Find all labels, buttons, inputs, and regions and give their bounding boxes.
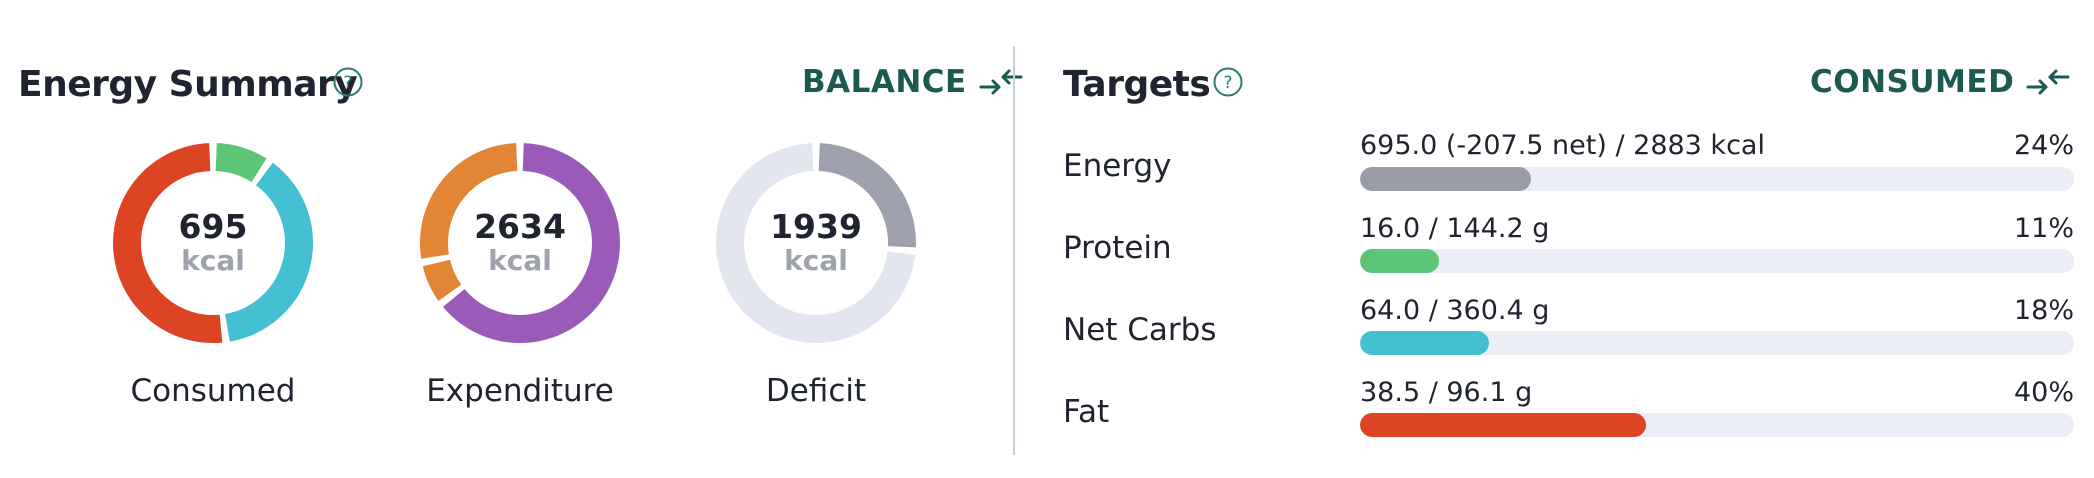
panel-divider [1013,46,1015,455]
consumed-donut: 695 kcal [110,140,316,346]
deficit-donut: 1939 kcal [713,140,919,346]
arrows-collapse-icon [2026,69,2070,95]
target-label-energy: Energy [1063,148,1172,184]
balance-toggle[interactable]: BALANCE [802,64,1023,100]
svg-text:?: ? [343,73,352,93]
expenditure-donut-chart [420,143,620,343]
deficit-unit: kcal [784,244,848,277]
deficit-value: 1939 [770,207,862,246]
targets-title: Targets [1063,64,1211,105]
target-bar-net-carbs [1360,331,2074,355]
deficit-caption: Deficit [765,373,867,409]
consumed-toggle-label: CONSUMED [1810,64,2015,100]
energy-summary-panel: Energy Summary ? BALANCE 695 kcal Consum… [0,0,1023,478]
target-amount-energy: 695.0 (-207.5 net) / 2883 kcal [1360,130,1765,161]
target-bar-fill-protein [1360,249,1439,273]
target-bar-fill-fat [1360,413,1646,437]
target-bar-fill-net-carbs [1360,331,1489,355]
donut-segment-carbs [224,162,313,342]
question-circle-icon[interactable]: ? [1212,66,1244,98]
consumed-caption: Consumed [130,373,296,409]
expenditure-unit: kcal [488,244,552,277]
svg-text:?: ? [1223,73,1232,93]
target-percent-protein: 11% [2013,213,2074,244]
target-amount-net-carbs: 64.0 / 360.4 g [1360,295,1550,326]
arrows-collapse-icon [979,69,1023,95]
donut-segment-remainder [716,143,916,343]
target-bar-energy [1360,167,2074,191]
energy-summary-title: Energy Summary [18,64,358,105]
target-bar-fill-energy [1360,167,1532,191]
target-percent-energy: 24% [2013,130,2074,161]
target-label-net-carbs: Net Carbs [1063,312,1217,348]
question-circle-icon[interactable]: ? [332,66,364,98]
expenditure-value: 2634 [474,207,566,246]
target-amount-fat: 38.5 / 96.1 g [1360,377,1533,408]
target-label-fat: Fat [1063,394,1110,430]
target-percent-net-carbs: 18% [2013,295,2074,326]
consumed-donut-chart [113,143,313,343]
donut-segment-protein [215,143,267,183]
target-bar-protein [1360,249,2074,273]
target-bar-fat [1360,413,2074,437]
donut-segment-purple [443,143,620,343]
consumed-toggle[interactable]: CONSUMED [1810,64,2070,100]
deficit-donut-chart [716,143,916,343]
consumed-unit: kcal [181,244,245,277]
targets-panel: Targets ? CONSUMED Energy 695.0 (-207.5 … [1016,0,2094,478]
expenditure-caption: Expenditure [426,373,614,409]
consumed-value: 695 [178,207,248,246]
donut-segment-orange-small [422,259,462,301]
balance-toggle-label: BALANCE [802,64,967,100]
target-amount-protein: 16.0 / 144.2 g [1360,213,1550,244]
target-percent-fat: 40% [2013,377,2074,408]
expenditure-donut: 2634 kcal [417,140,623,346]
donut-segment-deficit [818,143,916,248]
donut-segment-orange [420,143,518,259]
target-label-protein: Protein [1063,230,1172,266]
donut-segment-fat [113,143,223,343]
